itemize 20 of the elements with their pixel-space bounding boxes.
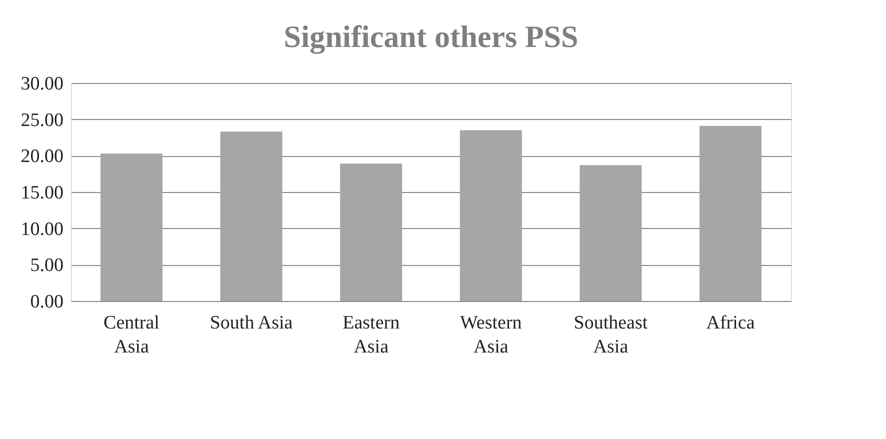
x-tick-label: Western Asia bbox=[460, 312, 522, 358]
x-tick-label: South Asia bbox=[210, 312, 294, 334]
x-tick-label: Africa bbox=[706, 312, 756, 334]
bar bbox=[220, 132, 282, 301]
y-tick-label: 0.00 bbox=[30, 292, 64, 312]
bar bbox=[340, 164, 402, 301]
chart-title: Significant others PSS bbox=[284, 19, 578, 54]
y-tick-label: 25.00 bbox=[20, 110, 64, 131]
bar bbox=[700, 126, 762, 301]
y-tick-label: 10.00 bbox=[20, 218, 64, 240]
x-tick-label: Eastern Asia bbox=[342, 312, 400, 358]
y-tick-label: 5.00 bbox=[30, 255, 64, 276]
bar bbox=[580, 165, 642, 301]
y-tick-label: 30.00 bbox=[20, 74, 64, 94]
bar bbox=[100, 153, 162, 301]
bar bbox=[460, 130, 522, 301]
y-tick-label: 15.00 bbox=[20, 182, 64, 204]
x-tick-label: Southeast Asia bbox=[574, 312, 648, 358]
x-tick-label: Central Asia bbox=[104, 312, 160, 358]
y-tick-label: 20.00 bbox=[20, 146, 64, 168]
